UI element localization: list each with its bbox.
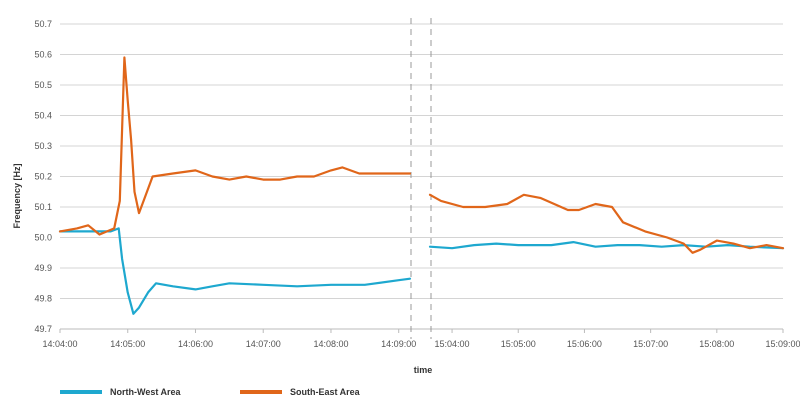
legend: North-West Area South-East Area: [60, 387, 361, 397]
y-tick-label: 50.5: [34, 80, 52, 90]
panel-dividers: [410, 18, 432, 339]
series-line-north-west-area-panel-2: [428, 241, 785, 250]
x-tick-label: 14:08:00: [313, 339, 348, 349]
y-tick-label: 50.7: [34, 19, 52, 29]
y-tick-label: 50.1: [34, 202, 52, 212]
x-tick-labels: 14:04:00 14:05:00 14:06:00 14:07:00 14:08:00…: [42, 328, 800, 349]
x-tick-label: 15:06:00: [567, 339, 602, 349]
x-tick-label: 14:07:00: [246, 339, 281, 349]
y-tick-label: 50.4: [34, 111, 52, 121]
series-line-north-west-area-panel-1: [58, 227, 412, 315]
y-tick-label: 50.2: [34, 172, 52, 182]
legend-label: North-West Area: [110, 387, 182, 397]
series-lines: [58, 56, 785, 315]
grid-lines: [60, 23, 783, 330]
x-tick-label: 15:08:00: [699, 339, 734, 349]
y-tick-label: 50.0: [34, 233, 52, 243]
x-tick-label: 14:05:00: [110, 339, 145, 349]
y-tick-label: 50.6: [34, 50, 52, 60]
x-tick-label: 14:09:00: [381, 339, 416, 349]
y-tick-label: 49.7: [34, 324, 52, 334]
y-tick-label: 49.9: [34, 263, 52, 273]
legend-label: South-East Area: [290, 387, 361, 397]
x-tick-label: 15:05:00: [501, 339, 536, 349]
y-tick-label: 50.3: [34, 141, 52, 151]
y-tick-label: 49.8: [34, 294, 52, 304]
series-line-south-east-area-panel-2: [428, 193, 785, 254]
x-tick-label: 14:06:00: [178, 339, 213, 349]
y-tick-labels: 49.7 49.8 49.9 50.0 50.1 50.2 50.3 50.4 50.5 50.6…: [34, 19, 52, 334]
x-axis-title: time: [414, 365, 433, 375]
x-tick-label: 15:09:00: [765, 339, 800, 349]
x-tick-label: 14:04:00: [42, 339, 77, 349]
series-line-south-east-area-panel-1: [58, 56, 412, 236]
y-axis-title: Frequency [Hz]: [12, 163, 22, 228]
x-tick-label: 15:07:00: [633, 339, 668, 349]
x-tick-label: 15:04:00: [435, 339, 470, 349]
